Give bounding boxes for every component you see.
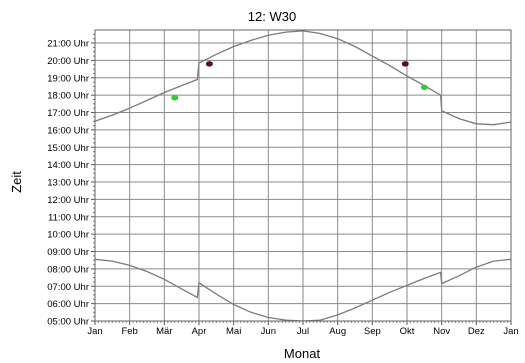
x-tick-label: Dez (468, 326, 485, 337)
x-tick-label: Feb (121, 326, 137, 337)
x-axis-title: Monat (284, 346, 321, 361)
data-marker (171, 94, 179, 101)
x-tick-label: Jun (261, 326, 276, 337)
grid (94, 30, 512, 322)
x-tick-label: Jul (297, 326, 309, 337)
x-tick-label: Mai (226, 326, 241, 337)
y-tick-label: 08:00 Uhr (47, 264, 89, 275)
x-tick-label: Aug (329, 326, 346, 337)
x-tick-label: Apr (192, 326, 207, 337)
y-tick-label: 09:00 Uhr (47, 247, 89, 258)
data-marker (401, 61, 409, 67)
y-tick-labels: 05:00 Uhr 06:00 Uhr 07:00 Uhr 08:00 Uhr 09:0… (47, 39, 89, 328)
y-tick-label: 17:00 Uhr (47, 108, 89, 119)
y-axis-title: Zeit (9, 171, 24, 193)
y-tick-label: 20:00 Uhr (47, 56, 89, 67)
y-tick-label: 16:00 Uhr (47, 125, 89, 136)
data-marker (420, 84, 428, 91)
y-tick-label: 05:00 Uhr (47, 317, 89, 328)
y-tick-label: 18:00 Uhr (47, 91, 89, 102)
y-tick-label: 15:00 Uhr (47, 143, 89, 154)
y-tick-label: 11:00 Uhr (48, 212, 89, 223)
x-tick-label: Mär (156, 326, 172, 337)
plot-frame (94, 29, 512, 322)
y-tick-label: 21:00 Uhr (47, 39, 89, 50)
y-tick-label: 12:00 Uhr (47, 195, 89, 206)
y-tick-label: 07:00 Uhr (47, 282, 89, 293)
y-tick-label: 13:00 Uhr (47, 178, 89, 189)
x-tick-label: Jan (87, 326, 102, 337)
x-tick-label: Jan (503, 326, 518, 337)
data-marker (205, 61, 213, 67)
x-tick-label: Sep (364, 326, 381, 337)
y-tick-label: 14:00 Uhr (47, 160, 89, 171)
markers (171, 61, 428, 101)
chart-title: 12: W30 (248, 9, 296, 24)
x-tick-labels: Jan Feb Mär Apr Mai Jun Jul Aug Sep Okt Nov Dez Jan (87, 326, 518, 337)
y-tick-label: 10:00 Uhr (47, 230, 89, 241)
x-tick-label: Okt (400, 326, 415, 337)
y-tick-label: 06:00 Uhr (47, 299, 89, 310)
y-tick-label: 19:00 Uhr (47, 73, 89, 84)
x-tick-label: Nov (433, 326, 450, 337)
sunset-line (94, 30, 512, 126)
